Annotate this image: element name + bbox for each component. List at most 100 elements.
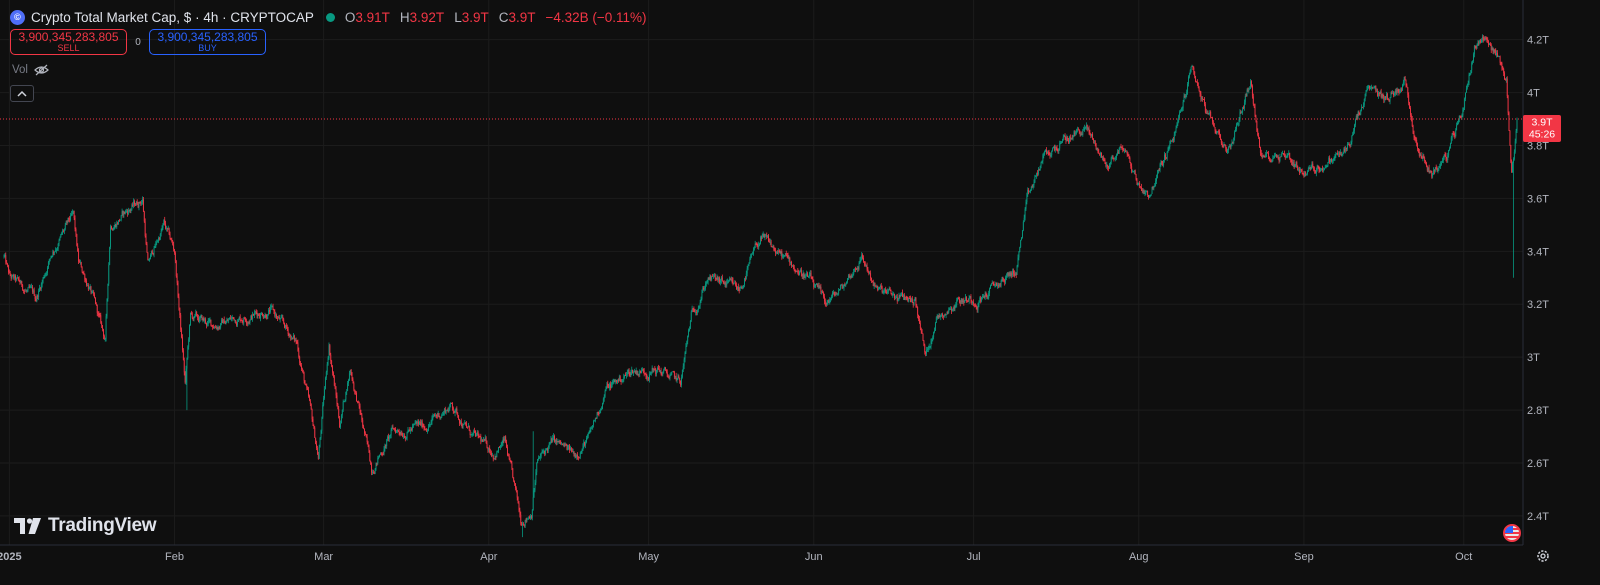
- candle-body: [1082, 130, 1084, 135]
- sell-button[interactable]: 3,900,345,283,805 SELL: [10, 29, 127, 55]
- candle-body: [390, 430, 392, 436]
- candle-body: [496, 452, 498, 458]
- tradingview-brand[interactable]: TradingView: [14, 515, 157, 537]
- candle-body: [1007, 272, 1009, 276]
- candle-body: [76, 234, 78, 246]
- price-axis[interactable]: [1523, 0, 1600, 545]
- time-axis[interactable]: [0, 545, 1600, 580]
- candle-body: [1419, 153, 1421, 156]
- candle-body: [550, 438, 552, 443]
- candle-body: [808, 274, 810, 277]
- candle-body: [805, 276, 807, 278]
- candle-body: [1065, 137, 1067, 141]
- candle-body: [1335, 153, 1337, 155]
- candle-body: [641, 370, 642, 374]
- candle-body: [483, 439, 484, 442]
- candle-body: [708, 277, 710, 280]
- candle-body: [1486, 38, 1488, 40]
- candle-body: [127, 210, 129, 214]
- candle-body: [1141, 190, 1143, 192]
- buy-button[interactable]: 3,900,345,283,805 BUY: [149, 29, 266, 55]
- candle-body: [933, 332, 935, 337]
- candle-body: [462, 424, 464, 429]
- candle-body: [957, 298, 959, 301]
- last-price-marker: 3.9T 45:26: [1523, 115, 1561, 142]
- candle-body: [1376, 91, 1378, 93]
- candle-body: [770, 241, 772, 247]
- volume-indicator[interactable]: Vol: [12, 64, 49, 76]
- candle-body: [88, 287, 90, 290]
- candle-body: [823, 296, 825, 302]
- candle-body: [1431, 170, 1433, 177]
- candle-body: [1277, 155, 1279, 159]
- candle-body: [443, 412, 444, 415]
- candle-body: [836, 293, 838, 295]
- candle-body: [980, 297, 982, 302]
- candle-body: [126, 210, 128, 214]
- candle-body: [1217, 131, 1219, 133]
- candle-body: [1439, 166, 1441, 167]
- candle-body: [1093, 138, 1094, 141]
- candle-body: [1079, 131, 1081, 135]
- candle-body: [705, 282, 707, 284]
- candle-body: [1405, 80, 1407, 86]
- candle-body: [275, 315, 277, 316]
- candle-body: [406, 432, 408, 438]
- candle-body: [112, 229, 114, 231]
- candle-body: [586, 435, 588, 438]
- candle-body: [942, 314, 943, 316]
- candle-body: [600, 409, 602, 411]
- candle-body: [831, 296, 832, 299]
- candle-body: [150, 254, 151, 260]
- candle-body: [415, 422, 417, 423]
- candle-body: [533, 490, 535, 498]
- candle-body: [157, 241, 159, 243]
- candle-body: [402, 435, 404, 437]
- collapse-legend-button[interactable]: [10, 85, 34, 102]
- candle-body: [302, 370, 304, 373]
- candle-body: [364, 433, 366, 435]
- candle-body: [7, 265, 9, 273]
- symbol-title[interactable]: Crypto Total Market Cap, $ · 4h · CRYPTO…: [31, 9, 314, 25]
- candle-body: [1085, 125, 1087, 128]
- candle-body: [1441, 162, 1442, 165]
- candle-body: [428, 424, 430, 427]
- candle-body: [16, 277, 18, 279]
- candle-body: [317, 454, 319, 459]
- candle-body: [276, 315, 278, 318]
- candle-body: [1454, 134, 1456, 137]
- candle-body: [221, 319, 223, 324]
- candle-body: [1103, 159, 1105, 161]
- candle-body: [910, 298, 912, 303]
- candle-body: [1310, 166, 1312, 170]
- us-flag-icon[interactable]: [1503, 524, 1521, 542]
- candle-body: [497, 451, 499, 453]
- candle-body: [1384, 96, 1386, 101]
- cryptocap-icon[interactable]: ©: [10, 9, 25, 25]
- candle-body: [386, 440, 388, 447]
- candle-body: [211, 324, 213, 326]
- candle-body: [1321, 168, 1323, 170]
- candle-body: [959, 302, 961, 304]
- candle-body: [228, 319, 230, 321]
- candle-body: [356, 400, 358, 402]
- candle-body: [1352, 133, 1354, 136]
- market-status-icon[interactable]: [325, 12, 335, 22]
- candle-body: [61, 233, 63, 234]
- candle-body: [1178, 115, 1180, 121]
- candle-body: [1199, 90, 1201, 94]
- candle-body: [690, 312, 692, 321]
- candle-body: [1167, 147, 1169, 153]
- candle-body: [1512, 162, 1514, 173]
- candle-body: [500, 444, 502, 448]
- candle-body: [640, 370, 642, 374]
- candle-body: [660, 370, 662, 374]
- candle-body: [451, 403, 452, 404]
- gear-icon[interactable]: [1536, 549, 1550, 563]
- candle-body: [877, 286, 879, 291]
- candle-body: [868, 271, 870, 275]
- candle-body: [782, 256, 784, 258]
- eye-off-icon[interactable]: [34, 64, 49, 76]
